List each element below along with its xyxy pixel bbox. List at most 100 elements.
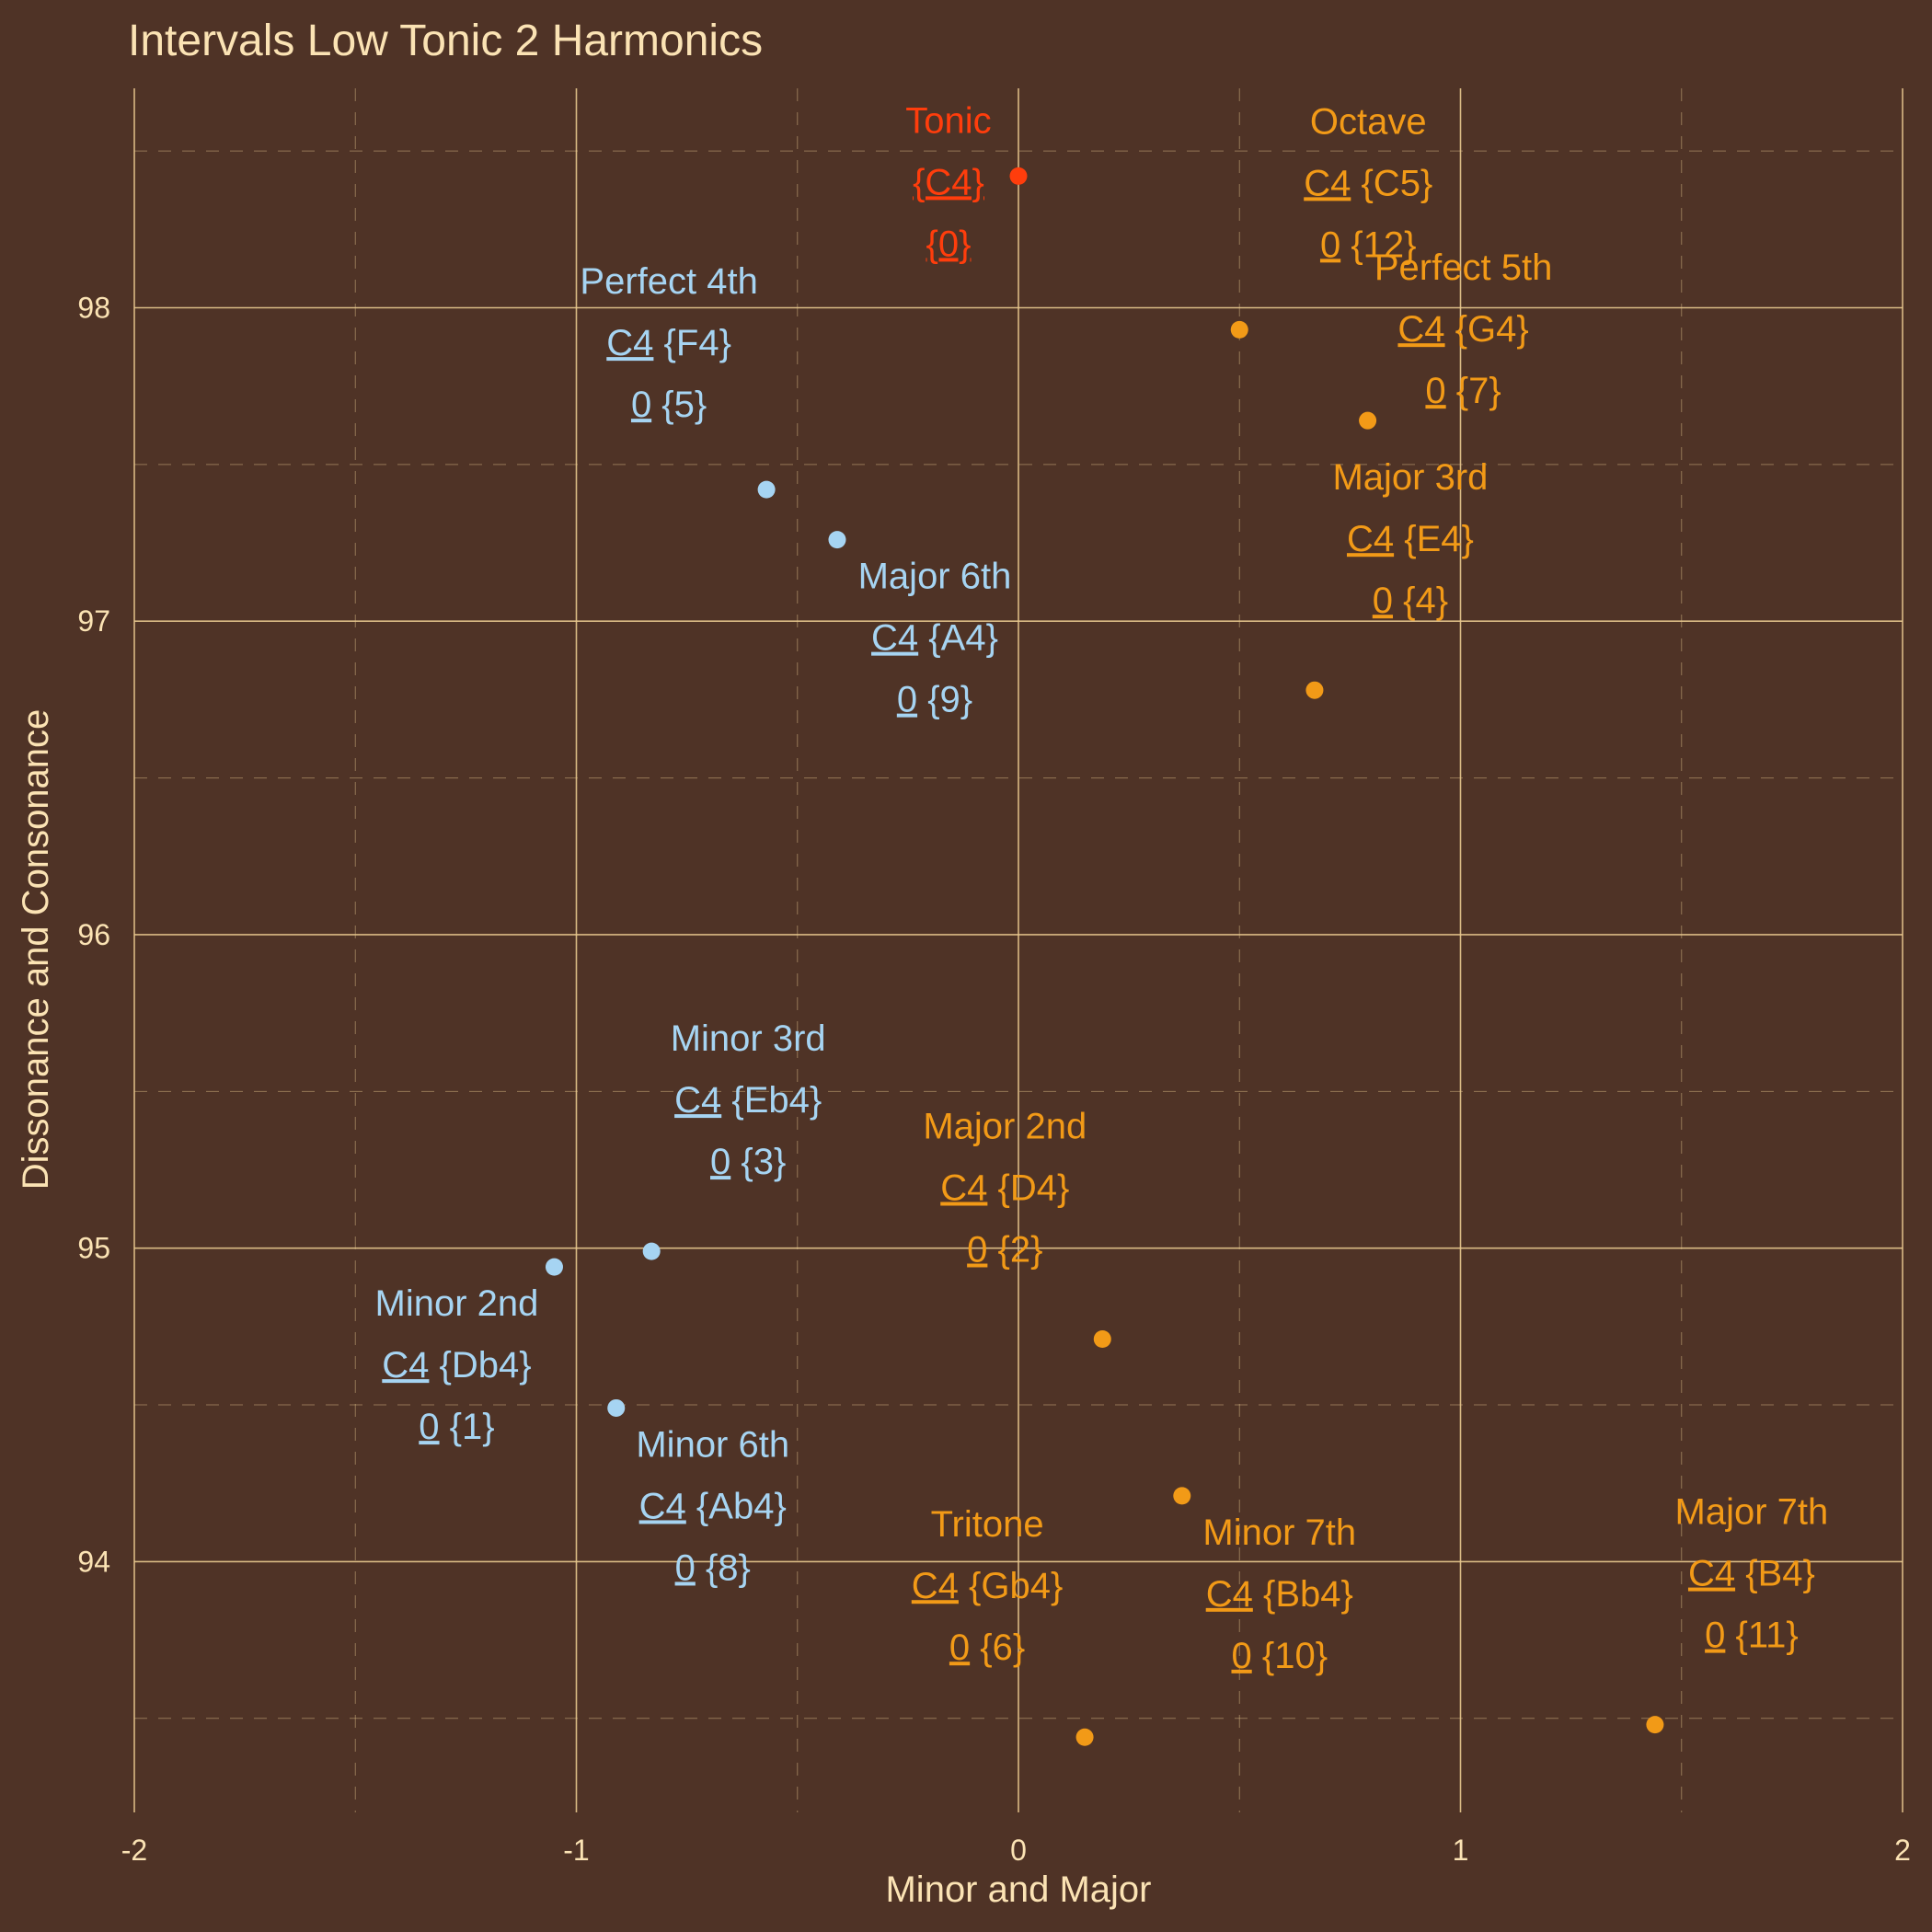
point-label-line: C4 {A4} — [871, 618, 998, 659]
point-label-line: 0 {12} — [1320, 224, 1417, 265]
point-label: Minor 6th C4 {Ab4} 0 {8} — [636, 1424, 789, 1588]
y-tick-label: 94 — [77, 1545, 110, 1578]
axis-ticks: -2 -1 0 1 2 94 95 96 97 98 — [77, 292, 1910, 1867]
point-label: Tritone C4 {Gb4} 0 {6} — [912, 1504, 1064, 1668]
point-labels: Tonic {C4} {0} Octave C4 {C5} 0 {12}Perfect 5… — [375, 100, 1829, 1675]
point-label-line: C4 {E4} — [1347, 519, 1474, 559]
point-label-name: Minor 6th — [636, 1424, 789, 1465]
point-label-root: 0 — [897, 680, 917, 720]
point-label-value: {7} — [1446, 371, 1501, 411]
data-point — [757, 480, 776, 499]
point-label-line: {0} — [926, 224, 972, 264]
point-label-root: C4 — [940, 1168, 987, 1209]
data-point — [1173, 1487, 1191, 1505]
point-label-value: {Bb4} — [1253, 1574, 1353, 1615]
y-tick-label: 96 — [77, 918, 110, 951]
point-label-value: {5} — [651, 385, 707, 425]
point-label-root: C4 — [382, 1345, 429, 1386]
point-label-root: C4 — [1688, 1554, 1735, 1594]
point-label-root: C4 — [1397, 309, 1444, 350]
point-label: Tonic {C4} {0} — [905, 100, 991, 264]
data-point — [545, 1258, 563, 1276]
point-label-value: {0} — [926, 224, 972, 264]
point-label-name: Major 7th — [1675, 1492, 1829, 1533]
point-label-root: 0 — [967, 1230, 987, 1271]
point-label-value: {1} — [440, 1407, 495, 1447]
point-label-name: Octave — [1310, 101, 1427, 142]
data-point — [607, 1398, 626, 1417]
point-label-line: 0 {7} — [1425, 371, 1501, 411]
point-label: Minor 7th C4 {Bb4} 0 {10} — [1202, 1512, 1356, 1676]
x-tick-label: 1 — [1453, 1834, 1469, 1867]
point-label-name: Perfect 5th — [1374, 247, 1552, 288]
point-label-line: C4 {D4} — [940, 1168, 1069, 1209]
grid — [133, 88, 1903, 1812]
point-label-value: {G4} — [1445, 309, 1529, 350]
point-label-line: 0 {8} — [675, 1547, 751, 1588]
point-label-value: {Db4} — [429, 1345, 531, 1386]
point-label-root: C4 — [639, 1486, 686, 1526]
point-label-value: {Ab4} — [686, 1486, 787, 1526]
point-label-line: C4 {Db4} — [382, 1345, 531, 1386]
point-label-value: {D4} — [987, 1168, 1069, 1209]
point-label-root: 0 — [419, 1407, 439, 1447]
point-label-line: C4 {Ab4} — [639, 1486, 787, 1526]
point-label-name: Perfect 4th — [580, 261, 757, 302]
data-point — [1646, 1716, 1664, 1734]
y-tick-label: 95 — [77, 1232, 110, 1265]
point-label-root: C4 — [912, 1566, 959, 1606]
point-label-root: C4 — [674, 1080, 721, 1121]
point-label-value: {9} — [917, 680, 972, 720]
point-label-root: C4 — [871, 618, 918, 659]
point-label-value: {A4} — [918, 618, 998, 659]
x-tick-label: -2 — [121, 1834, 147, 1867]
point-label-value: {C5} — [1351, 163, 1432, 203]
point-label-value: {F4} — [653, 323, 731, 363]
data-point — [1093, 1330, 1111, 1349]
point-label-root: 0 — [710, 1142, 730, 1182]
point-label-line: 0 {2} — [967, 1230, 1042, 1271]
point-label-root: C4 — [1304, 163, 1351, 203]
x-tick-label: 0 — [1010, 1834, 1027, 1867]
point-label-value: {12} — [1340, 224, 1416, 265]
y-tick-label: 97 — [77, 604, 110, 638]
point-label-root: 0 — [1320, 224, 1340, 265]
x-tick-label: 2 — [1894, 1834, 1911, 1867]
point-label-line: 0 {4} — [1373, 581, 1448, 621]
point-label-name: Major 6th — [858, 557, 1012, 597]
point-label-root: 0 — [1231, 1636, 1251, 1676]
point-label-line: 0 {3} — [710, 1142, 786, 1182]
point-label-value: {8} — [696, 1547, 751, 1588]
point-label-value: {E4} — [1394, 519, 1474, 559]
point-label-line: C4 {C5} — [1304, 163, 1432, 203]
point-label-line: C4 {F4} — [606, 323, 731, 363]
point-label-value: {3} — [730, 1142, 786, 1182]
point-label-line: 0 {5} — [631, 385, 707, 425]
point-label-value: {Gb4} — [959, 1566, 1063, 1606]
point-label-value: {6} — [970, 1627, 1025, 1668]
point-label-name: Minor 3rd — [671, 1018, 826, 1059]
point-label-root: 0 — [631, 385, 651, 425]
point-label-value: {2} — [987, 1230, 1042, 1271]
data-point — [1305, 681, 1324, 699]
point-label-name: Tonic — [905, 100, 991, 141]
point-label-line: C4 {Eb4} — [674, 1080, 822, 1121]
point-label-root: C4 — [1206, 1574, 1253, 1615]
point-label-line: C4 {Bb4} — [1206, 1574, 1353, 1615]
x-axis-title: Minor and Major — [885, 1869, 1151, 1910]
point-label-name: Minor 7th — [1202, 1512, 1356, 1553]
point-label-line: 0 {10} — [1231, 1636, 1328, 1676]
point-label-line: C4 {G4} — [1397, 309, 1528, 350]
point-label-line: {C4} — [913, 162, 984, 202]
point-label: Minor 3rd C4 {Eb4} 0 {3} — [671, 1018, 826, 1182]
y-tick-label: 98 — [77, 292, 110, 325]
point-label-root: 0 — [949, 1627, 970, 1668]
point-label-root: C4 — [606, 323, 653, 363]
